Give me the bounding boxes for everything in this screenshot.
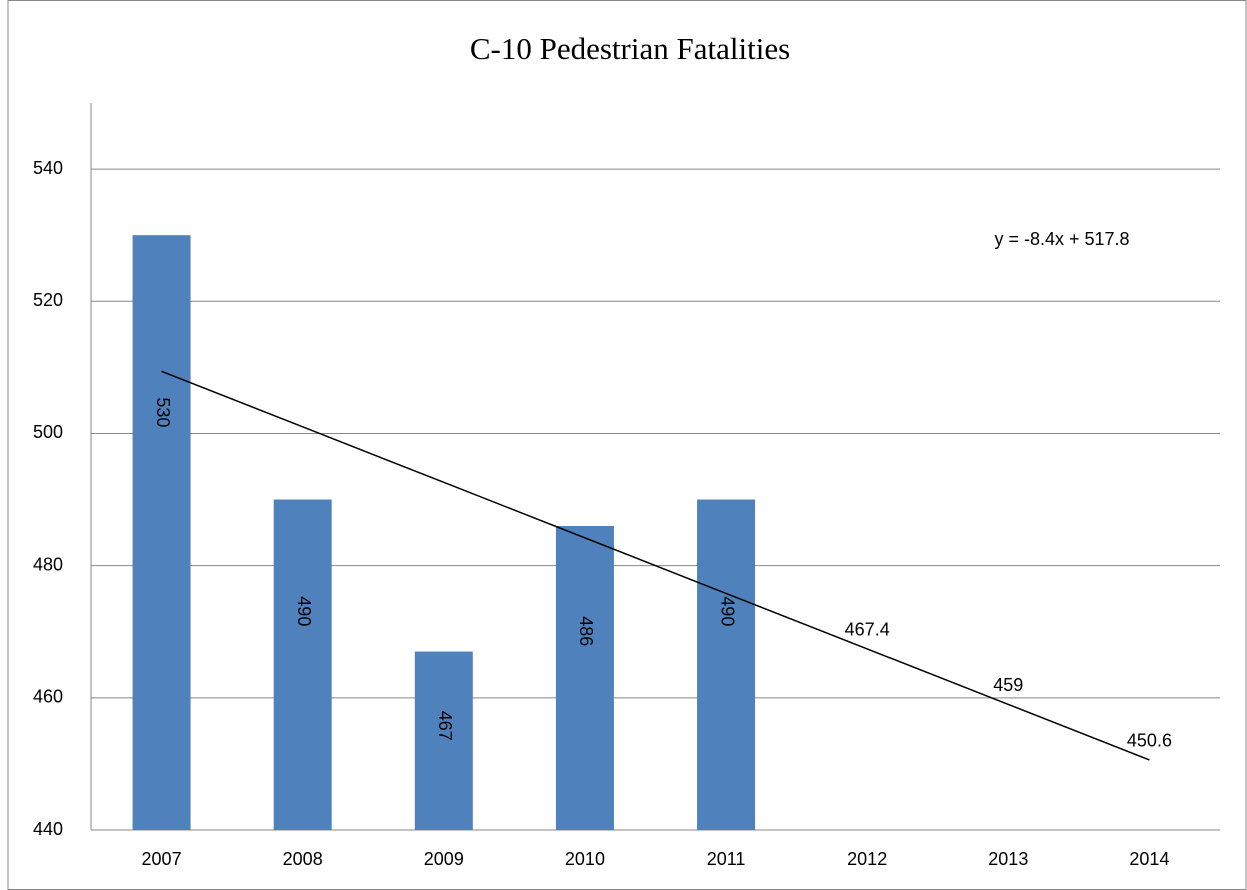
x-tick-label: 2008 xyxy=(283,849,323,869)
trend-label: 450.6 xyxy=(1127,731,1172,751)
trend-label: 459 xyxy=(993,675,1023,695)
data-label: 490 xyxy=(294,596,314,626)
data-label: 490 xyxy=(717,596,737,626)
x-tick-label: 2009 xyxy=(424,849,464,869)
data-label: 486 xyxy=(576,616,596,646)
chart-title: C-10 Pedestrian Fatalities xyxy=(470,31,790,66)
x-tick-label: 2012 xyxy=(847,849,887,869)
y-tick-label: 500 xyxy=(33,422,63,442)
y-tick-label: 460 xyxy=(33,687,63,707)
y-tick-label: 480 xyxy=(33,554,63,574)
trend-line xyxy=(161,370,1150,761)
data-label: 530 xyxy=(153,397,173,427)
x-tick-label: 2014 xyxy=(1129,849,1169,869)
x-tick-label: 2007 xyxy=(142,849,182,869)
chart-border xyxy=(7,0,1247,890)
trend-label: 467.4 xyxy=(845,620,890,640)
trend-equation: y = -8.4x + 517.8 xyxy=(994,229,1129,249)
y-tick-label: 440 xyxy=(33,819,63,839)
bar xyxy=(697,499,756,830)
y-tick-label: 540 xyxy=(33,158,63,178)
data-label: 467 xyxy=(435,711,455,741)
y-tick-label: 520 xyxy=(33,290,63,310)
x-tick-label: 2011 xyxy=(707,849,746,869)
x-tick-label: 2010 xyxy=(565,849,605,869)
x-tick-label: 2013 xyxy=(988,849,1028,869)
bar xyxy=(414,651,473,830)
bar xyxy=(132,235,191,830)
bar xyxy=(273,499,332,830)
bar xyxy=(555,525,614,830)
